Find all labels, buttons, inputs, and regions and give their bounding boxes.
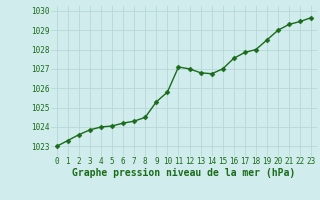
X-axis label: Graphe pression niveau de la mer (hPa): Graphe pression niveau de la mer (hPa) bbox=[72, 168, 296, 178]
